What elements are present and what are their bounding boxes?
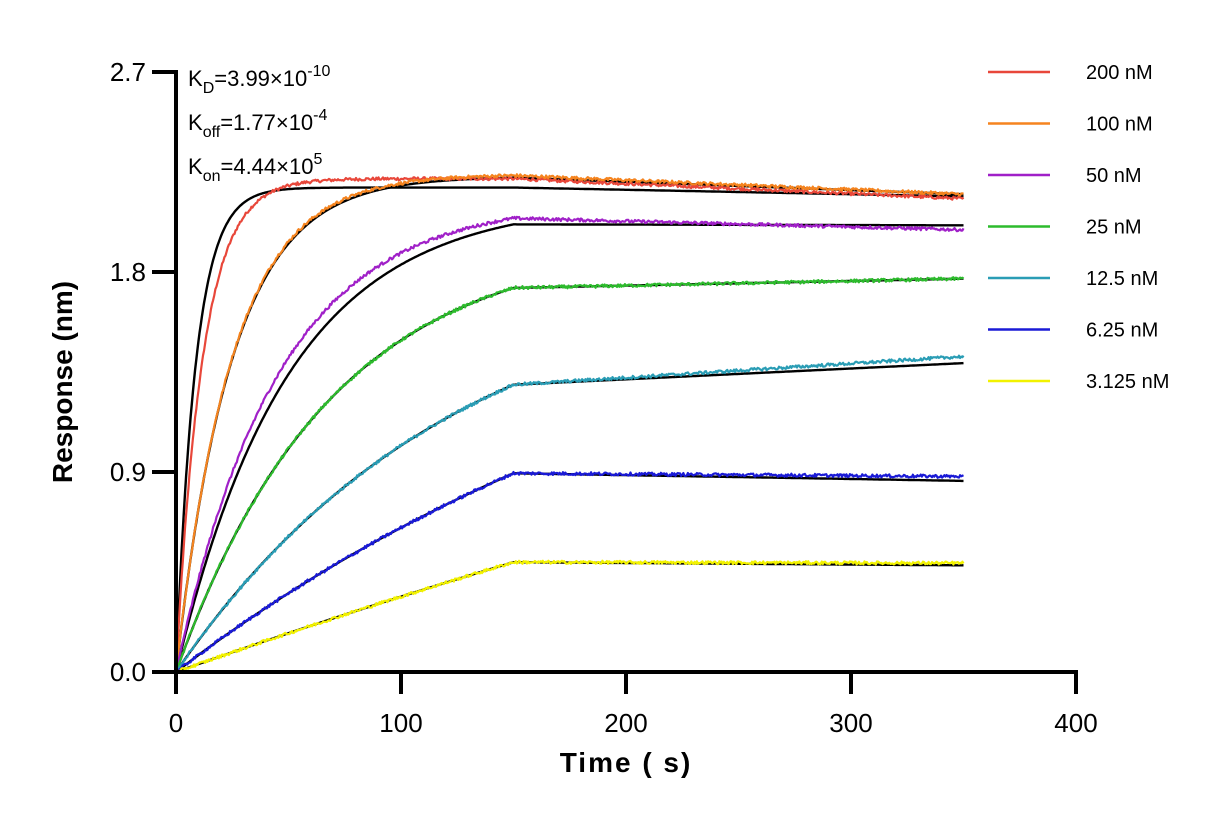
fit-line-200-nm — [174, 186, 964, 673]
data-curves — [174, 173, 965, 674]
x-tick-label: 400 — [1054, 708, 1097, 738]
parameter-on: Kon=4.44×105 — [188, 151, 322, 185]
fit-line-3-125-nm — [175, 561, 964, 674]
fit-line-50-nm — [174, 223, 964, 673]
parameter-off: Koff=1.77×10-4 — [188, 107, 328, 141]
y-axis-title: Response (nm) — [47, 281, 78, 483]
legend-label-25-nm: 25 nM — [1086, 217, 1142, 239]
x-tick-label: 200 — [604, 708, 647, 738]
series-line-50-nm — [174, 215, 965, 673]
fit-line-6-25-nm — [175, 471, 964, 673]
x-tick-label: 300 — [829, 708, 872, 738]
legend-label-100-nm: 100 nM — [1086, 114, 1153, 136]
y-tick-label: 0.0 — [110, 657, 146, 687]
legend-label-50-nm: 50 nM — [1086, 165, 1142, 187]
fit-curves — [174, 176, 964, 674]
series-line-3-125-nm — [175, 559, 965, 674]
legend-label-12-5-nm: 12.5 nM — [1086, 268, 1158, 290]
series-line-12-5-nm — [175, 354, 965, 673]
fit-line-100-nm — [174, 176, 964, 673]
series-line-200-nm — [174, 176, 965, 673]
series-line-6-25-nm — [175, 470, 964, 673]
parameter-d: KD=3.99×10-10 — [188, 63, 330, 97]
series-line-100-nm — [174, 173, 964, 673]
kinetic-parameters: KD=3.99×10-10 Koff=1.77×10-4 Kon=4.44×105 — [188, 63, 330, 185]
y-tick-label: 0.9 — [110, 457, 146, 487]
legend-label-200-nm: 200 nM — [1086, 62, 1153, 84]
series-line-25-nm — [174, 276, 965, 673]
x-tick-label: 0 — [169, 708, 183, 738]
x-axis-title: Time ( s) — [560, 747, 693, 778]
x-tick-label: 100 — [379, 708, 422, 738]
fit-line-12-5-nm — [175, 361, 964, 673]
legend: 200 nM 100 nM 50 nM 25 nM 12.5 nM 6.25 nM 3.12… — [988, 62, 1169, 393]
axes: 0.0 0.9 1.8 2.7 0 100 200 300 400 Time ( s) Respon… — [47, 57, 1098, 778]
legend-label-6-25-nm: 6.25 nM — [1086, 320, 1158, 342]
legend-label-3-125-nm: 3.125 nM — [1086, 371, 1169, 393]
y-tick-label: 2.7 — [110, 57, 146, 87]
y-tick-label: 1.8 — [110, 257, 146, 287]
